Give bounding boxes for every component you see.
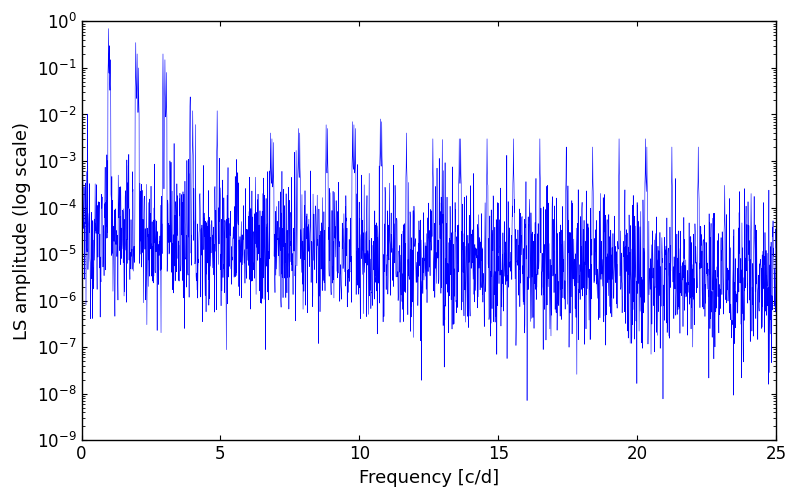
X-axis label: Frequency [c/d]: Frequency [c/d] xyxy=(358,468,499,486)
Y-axis label: LS amplitude (log scale): LS amplitude (log scale) xyxy=(14,122,31,340)
